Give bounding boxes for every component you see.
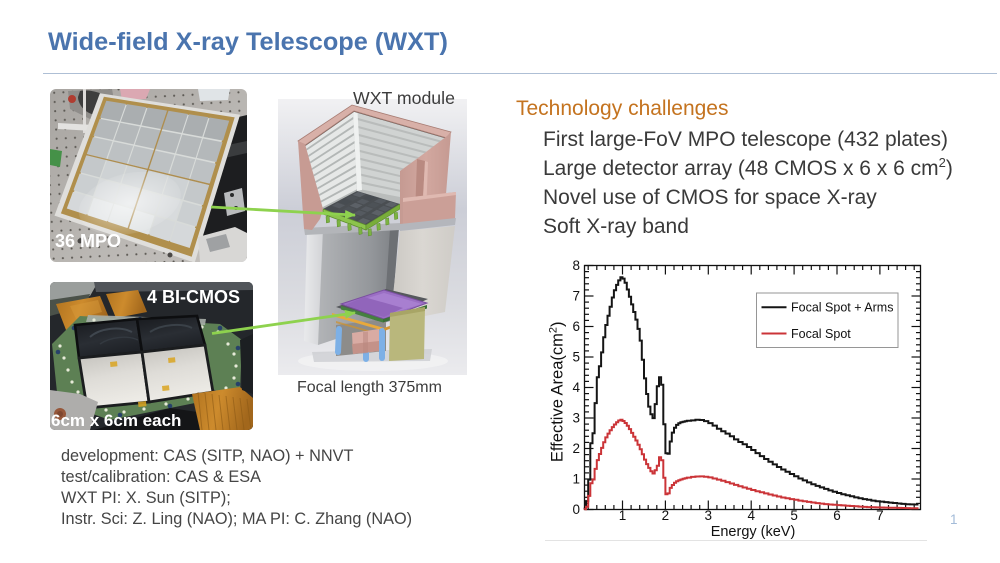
svg-text:2: 2 bbox=[572, 441, 580, 456]
svg-text:1: 1 bbox=[619, 508, 627, 523]
svg-text:6: 6 bbox=[833, 508, 841, 523]
svg-text:2: 2 bbox=[662, 508, 670, 523]
svg-text:4: 4 bbox=[572, 380, 580, 395]
svg-text:7: 7 bbox=[876, 508, 884, 523]
svg-text:7: 7 bbox=[572, 289, 580, 304]
svg-text:4 BI-CMOS: 4 BI-CMOS bbox=[147, 287, 240, 307]
svg-text:8: 8 bbox=[572, 258, 580, 273]
svg-text:Focal Spot + Arms: Focal Spot + Arms bbox=[791, 301, 893, 315]
svg-text:5: 5 bbox=[572, 350, 580, 365]
svg-text:Energy (keV): Energy (keV) bbox=[711, 524, 796, 540]
svg-text:Focal Spot: Focal Spot bbox=[791, 327, 851, 341]
svg-text:4: 4 bbox=[747, 508, 755, 523]
svg-text:1: 1 bbox=[572, 472, 580, 487]
svg-text:6: 6 bbox=[572, 319, 580, 334]
svg-text:36 MPO: 36 MPO bbox=[55, 231, 121, 251]
svg-text:3: 3 bbox=[705, 508, 713, 523]
svg-text:0: 0 bbox=[572, 502, 580, 517]
svg-text:5: 5 bbox=[790, 508, 798, 523]
svg-text:6cm x 6cm each: 6cm x 6cm each bbox=[51, 411, 181, 430]
svg-text:3: 3 bbox=[572, 411, 580, 426]
svg-text:Effective Area(cm2): Effective Area(cm2) bbox=[548, 321, 567, 462]
